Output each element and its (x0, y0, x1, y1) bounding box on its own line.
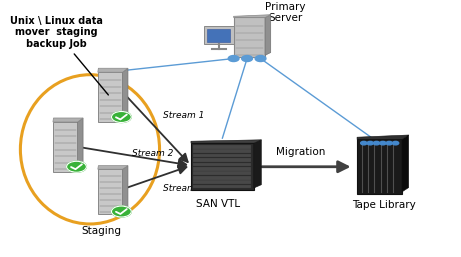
Polygon shape (357, 135, 409, 139)
Polygon shape (123, 68, 128, 120)
Polygon shape (402, 135, 409, 192)
FancyBboxPatch shape (98, 169, 123, 214)
Circle shape (112, 206, 131, 217)
Circle shape (228, 56, 239, 61)
Circle shape (386, 141, 392, 145)
Polygon shape (191, 140, 261, 143)
FancyBboxPatch shape (98, 72, 123, 122)
Text: SAN VTL: SAN VTL (196, 199, 240, 209)
FancyBboxPatch shape (193, 185, 251, 188)
FancyBboxPatch shape (193, 158, 251, 162)
Polygon shape (234, 15, 271, 17)
Circle shape (367, 141, 373, 145)
Polygon shape (77, 118, 83, 169)
Circle shape (67, 161, 86, 172)
Polygon shape (98, 166, 128, 169)
FancyBboxPatch shape (193, 149, 251, 153)
FancyBboxPatch shape (191, 143, 254, 190)
FancyBboxPatch shape (234, 17, 265, 57)
Polygon shape (98, 68, 128, 72)
Text: Stream 1: Stream 1 (163, 111, 205, 120)
FancyBboxPatch shape (193, 171, 251, 175)
FancyBboxPatch shape (193, 163, 251, 166)
FancyBboxPatch shape (193, 154, 251, 157)
Circle shape (112, 206, 131, 217)
Circle shape (255, 56, 266, 61)
Circle shape (380, 141, 386, 145)
Polygon shape (254, 140, 261, 188)
Text: Migration: Migration (276, 147, 325, 157)
Circle shape (373, 141, 380, 145)
Text: Staging: Staging (81, 226, 121, 236)
Circle shape (112, 112, 131, 123)
Text: Stream 2: Stream 2 (132, 149, 173, 158)
Polygon shape (53, 118, 83, 122)
Text: Tape Library: Tape Library (352, 200, 416, 210)
FancyBboxPatch shape (53, 122, 77, 172)
FancyBboxPatch shape (193, 180, 251, 184)
Polygon shape (265, 15, 271, 55)
FancyBboxPatch shape (193, 145, 251, 149)
Circle shape (112, 112, 131, 123)
Text: Primary
Server: Primary Server (265, 2, 306, 23)
FancyBboxPatch shape (357, 139, 402, 194)
FancyBboxPatch shape (207, 29, 230, 42)
FancyBboxPatch shape (193, 167, 251, 171)
FancyBboxPatch shape (204, 26, 234, 44)
Circle shape (242, 56, 253, 61)
Polygon shape (123, 166, 128, 212)
Circle shape (361, 141, 367, 145)
Text: Unix \ Linux data
mover  staging
backup Job: Unix \ Linux data mover staging backup J… (10, 16, 108, 95)
Circle shape (67, 161, 86, 172)
Text: Stream 3: Stream 3 (163, 184, 205, 193)
FancyBboxPatch shape (193, 176, 251, 180)
Circle shape (392, 141, 399, 145)
